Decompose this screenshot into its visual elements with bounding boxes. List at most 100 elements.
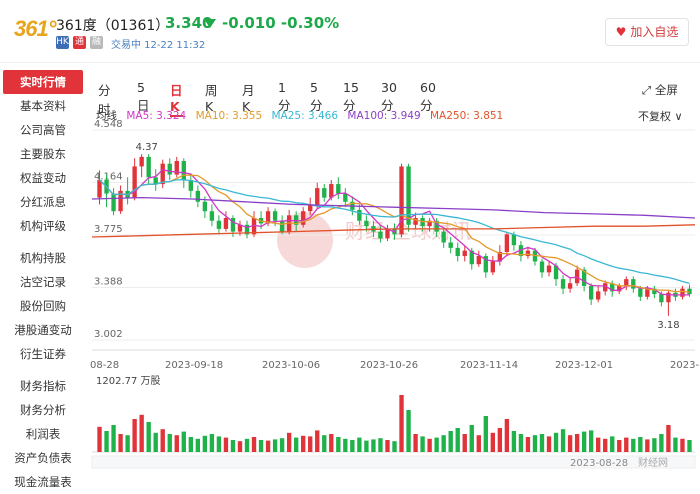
volume-bar xyxy=(399,395,404,452)
volume-bar xyxy=(553,432,559,452)
company-logo: 361° xyxy=(14,16,57,41)
volume-bar xyxy=(497,428,503,452)
candle-body xyxy=(357,209,362,221)
fullscreen-button[interactable]: ⤢ 全屏 xyxy=(642,82,678,98)
ma10-legend: MA10: 3.355 xyxy=(195,110,263,122)
volume-bar xyxy=(434,437,439,452)
y-tick-label: 4.548 xyxy=(94,119,123,130)
volume-bar xyxy=(567,435,573,452)
tab-15min[interactable]: 15分 xyxy=(343,80,359,113)
candle-body xyxy=(251,218,257,235)
candle-body xyxy=(567,283,573,289)
volume-bar xyxy=(97,426,102,452)
candle-body xyxy=(216,220,222,229)
volume-bar xyxy=(378,438,383,452)
candle-body xyxy=(132,166,137,198)
sidebar-item-derivatives[interactable]: 衍生证券 xyxy=(20,347,66,361)
tab-60min[interactable]: 60分 xyxy=(420,80,436,113)
candle-body xyxy=(434,220,439,232)
volume-bar xyxy=(104,431,109,452)
sidebar-item-short-selling[interactable]: 沽空记录 xyxy=(20,275,66,289)
tab-intraday[interactable]: 分时 xyxy=(98,83,111,117)
candle-body xyxy=(645,288,650,297)
candle-body xyxy=(195,190,201,202)
tab-weekly[interactable]: 周K xyxy=(205,83,218,114)
volume-bar xyxy=(188,437,193,452)
volume-bar xyxy=(146,422,151,452)
stock-name: 361度（01361） xyxy=(56,18,170,34)
candle-body xyxy=(624,279,629,286)
y-tick-label: 3.388 xyxy=(94,277,123,288)
sidebar-item-cash-flow[interactable]: 现金流量表 xyxy=(14,475,72,489)
add-watchlist-label: 加入自选 xyxy=(630,25,679,39)
volume-bar xyxy=(476,435,481,452)
tab-monthly[interactable]: 月K xyxy=(242,83,255,114)
sidebar-item-buyback[interactable]: 股份回购 xyxy=(20,299,66,313)
candle-body xyxy=(476,256,481,265)
sidebar-item-realtime[interactable]: 实时行情 xyxy=(3,70,83,94)
tab-5min[interactable]: 5分 xyxy=(310,80,323,113)
sidebar-item-connect-changes[interactable]: 港股通变动 xyxy=(14,323,72,337)
sidebar-item-ratings[interactable]: 机构评级 xyxy=(20,219,66,233)
candle-body xyxy=(223,218,229,229)
sidebar-item-profile[interactable]: 基本资料 xyxy=(20,99,66,113)
sidebar-item-institutions[interactable]: 机构持股 xyxy=(20,251,66,265)
candle-body xyxy=(181,160,186,180)
volume-bar xyxy=(244,438,250,452)
ma-legend: 均线 MA5: 3.324 MA10: 3.355 MA25: 3.466 MA… xyxy=(96,108,509,123)
x-tick-label: 2023-11-14 xyxy=(460,360,518,371)
candle-body xyxy=(687,288,692,295)
volume-bar xyxy=(279,438,285,452)
tab-5day[interactable]: 5日 xyxy=(137,80,150,113)
candle-body xyxy=(336,184,341,194)
candle-body xyxy=(364,220,369,227)
sidebar-item-balance-sheet[interactable]: 资产负债表 xyxy=(14,451,72,465)
volume-bar xyxy=(350,440,355,452)
adjust-dropdown[interactable]: 不复权 ∨ xyxy=(638,110,683,123)
sidebar-item-shareholders[interactable]: 主要股东 xyxy=(20,147,66,161)
expand-icon: ⤢ xyxy=(642,83,655,97)
sidebar-item-financial-analysis[interactable]: 财务分析 xyxy=(20,403,66,417)
tab-30min[interactable]: 30分 xyxy=(381,80,397,113)
sidebar-item-financial-indicators[interactable]: 财务指标 xyxy=(20,379,66,393)
candle-body xyxy=(483,256,488,273)
volume-bar xyxy=(322,435,327,452)
fullscreen-label: 全屏 xyxy=(654,83,678,97)
tab-1min[interactable]: 1分 xyxy=(278,80,291,113)
candle-body xyxy=(448,242,453,248)
volume-bar xyxy=(153,432,158,452)
volume-bar xyxy=(406,410,411,452)
sidebar-item-equity-changes[interactable]: 权益变动 xyxy=(20,171,66,185)
volume-bar xyxy=(539,434,545,452)
volume-bar xyxy=(659,434,664,452)
candle-body xyxy=(553,265,559,280)
candle-body xyxy=(490,261,496,273)
volume-bar xyxy=(385,440,390,452)
candle-body xyxy=(617,285,622,292)
ma5-legend: MA5: 3.324 xyxy=(126,110,187,122)
candle-body xyxy=(427,220,432,227)
range-slider-label: 2023-08-28 xyxy=(570,458,628,469)
sidebar-item-dividends[interactable]: 分红派息 xyxy=(20,195,66,209)
volume-bar xyxy=(251,437,257,452)
candle-body xyxy=(308,204,313,212)
candle-body xyxy=(666,292,671,303)
candle-body xyxy=(329,184,334,198)
watermark-footer: 财经网 xyxy=(638,456,668,469)
volume-bar xyxy=(336,437,341,452)
sidebar-item-income-statement[interactable]: 利润表 xyxy=(25,427,61,441)
add-watchlist-button[interactable]: ♥ 加入自选 xyxy=(605,18,689,46)
candle-body xyxy=(511,234,517,246)
chart-panel: 分时 5日 日K 周K 月K 1分 5分 15分 30分 60分 ⤢ 全屏 均线… xyxy=(90,70,700,482)
candle-body xyxy=(497,251,503,262)
tab-daily[interactable]: 日K xyxy=(170,80,183,117)
ma100-legend: MA100: 3.949 xyxy=(347,110,421,122)
volume-bar xyxy=(448,431,453,452)
volume-bar xyxy=(645,439,650,452)
candle-body xyxy=(209,211,215,221)
volume-bar xyxy=(673,437,678,452)
sidebar-item-executives[interactable]: 公司高管 xyxy=(20,123,66,137)
y-tick-label: 4.164 xyxy=(94,172,123,183)
candle-body xyxy=(652,288,657,295)
